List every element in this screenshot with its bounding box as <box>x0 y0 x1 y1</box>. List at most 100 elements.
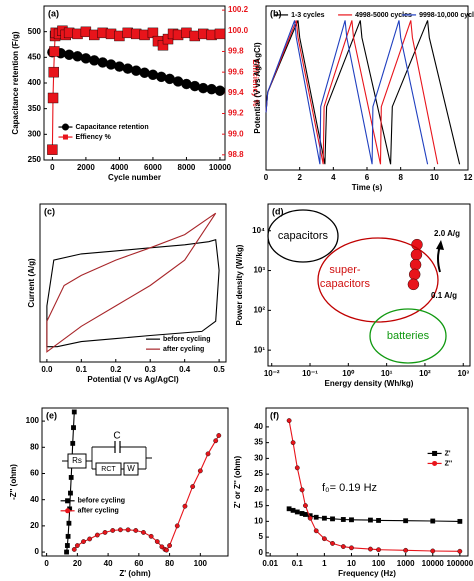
y2-tick-label: 99.8 <box>228 47 244 56</box>
marker <box>294 465 300 471</box>
marker <box>349 545 354 551</box>
y-tick-label: 80 <box>30 442 39 451</box>
marker <box>70 440 76 446</box>
marker <box>133 528 139 533</box>
legend-label: Capacitance retention <box>75 124 148 131</box>
marker <box>148 533 154 539</box>
marker <box>286 506 292 512</box>
marker <box>47 144 58 155</box>
marker <box>457 518 463 524</box>
series-line <box>46 238 220 348</box>
x-tick-label: 2000 <box>77 163 95 172</box>
x-tick-label: 100 <box>372 559 386 568</box>
marker <box>48 66 59 78</box>
marker <box>303 512 308 517</box>
marker <box>321 515 327 521</box>
marker <box>214 85 226 96</box>
marker <box>66 520 72 526</box>
y-tick-label: 250 <box>28 155 42 164</box>
annotation: super- <box>329 264 361 276</box>
marker <box>65 533 71 539</box>
marker <box>307 515 313 521</box>
y-tick-label: 35 <box>254 438 263 447</box>
x-tick-label: 10¹ <box>381 369 393 378</box>
marker <box>68 490 73 496</box>
x-tick-label: 0.1 <box>292 559 304 568</box>
x-tick-label: 10000 <box>422 559 445 568</box>
marker <box>299 487 305 493</box>
legend-swatch <box>65 498 71 504</box>
marker <box>214 28 226 40</box>
annotation: capacitors <box>278 230 329 242</box>
marker <box>71 425 76 431</box>
plot-frame <box>41 407 229 557</box>
x-tick-label: 12 <box>464 173 473 182</box>
marker <box>68 475 74 480</box>
marker <box>368 517 373 523</box>
panel-label: (b) <box>270 8 282 18</box>
marker <box>457 548 463 554</box>
marker <box>154 539 160 544</box>
region-outline <box>267 209 339 263</box>
marker <box>290 507 296 513</box>
marker <box>330 516 335 522</box>
marker <box>403 547 409 553</box>
marker <box>368 546 373 552</box>
y2-tick-label: 100.2 <box>228 5 249 14</box>
x-tick-label: 4000 <box>111 163 129 172</box>
x-tick-label: 0.3 <box>145 365 157 374</box>
marker <box>407 278 420 291</box>
y-tick-label: 0 <box>35 547 40 556</box>
marker <box>81 539 86 544</box>
y-axis-label: Power density (W/kg) <box>235 244 244 325</box>
x-tick-label: 0.1 <box>76 365 88 374</box>
marker <box>409 259 422 271</box>
marker <box>376 547 381 553</box>
circuit-label: Rs <box>72 456 82 465</box>
x-tick-label: 100 <box>194 559 208 568</box>
marker <box>190 484 196 489</box>
annotation: batteries <box>387 330 430 342</box>
x-axis-label: Time (s) <box>352 183 383 192</box>
x-tick-label: 10⁻¹ <box>302 369 318 378</box>
legend-label: before cycling <box>163 336 210 343</box>
marker <box>321 536 327 542</box>
x-tick-label: 6000 <box>144 163 162 172</box>
marker <box>141 530 146 535</box>
y-tick-label: 60 <box>30 469 39 478</box>
marker <box>313 514 319 520</box>
marker <box>403 518 409 524</box>
x-tick-label: 4 <box>331 173 336 182</box>
y2-tick-label: 98.8 <box>228 150 244 159</box>
annotation: capacitors <box>320 278 371 290</box>
y-tick-label: 15 <box>254 501 263 510</box>
marker <box>340 544 346 549</box>
y-tick-label: 0 <box>259 548 264 557</box>
legend-label: before cycling <box>78 498 125 505</box>
x-axis-label: Frequency (Hz) <box>338 569 396 578</box>
y-tick-label: 20 <box>254 485 263 494</box>
y-tick-label: 100 <box>26 416 40 425</box>
x-tick-label: 100000 <box>446 559 473 568</box>
marker <box>213 438 219 444</box>
region-outline <box>317 237 439 323</box>
arrow <box>437 245 441 273</box>
y2-tick-label: 100.0 <box>228 26 249 35</box>
panel-label: (d) <box>272 206 284 216</box>
series-line <box>265 20 429 165</box>
x-tick-label: 6 <box>365 173 370 182</box>
x-tick-label: 0.0 <box>41 365 53 374</box>
plot-frame <box>265 407 469 557</box>
marker <box>205 451 211 457</box>
marker <box>71 547 77 552</box>
x-tick-label: 80 <box>165 559 174 568</box>
marker <box>49 46 60 57</box>
x-tick-label: 0.2 <box>110 365 122 374</box>
x-tick-label: 10⁻² <box>264 369 280 378</box>
y-tick-label: 300 <box>28 129 42 138</box>
marker <box>64 543 70 548</box>
region-outline <box>369 308 447 364</box>
panel-label: (f) <box>270 410 279 420</box>
y-tick-label: 10⁴ <box>252 226 265 235</box>
marker <box>174 523 180 529</box>
